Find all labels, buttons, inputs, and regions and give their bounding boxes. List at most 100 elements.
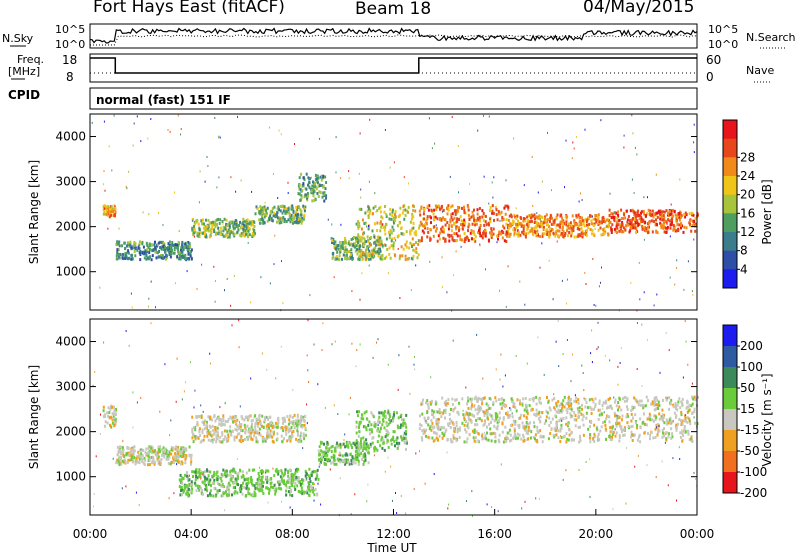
data-cell [145,254,148,257]
data-cell [675,428,678,432]
data-cell [358,426,360,429]
data-cell [246,218,249,222]
data-cell [156,451,159,455]
data-cell [271,207,274,211]
data-cell [158,450,161,454]
data-cell [254,414,257,418]
data-cell [645,229,648,233]
data-cell [226,438,229,442]
data-cell [102,405,105,409]
data-cell [253,220,255,224]
data-cell [415,251,418,254]
data-cell [615,418,618,422]
noise-cell [103,120,105,123]
data-cell [134,254,137,258]
data-cell [116,453,119,457]
data-cell [112,414,115,418]
data-cell [484,220,487,224]
data-cell [248,468,251,472]
data-cell [117,252,120,256]
data-cell [473,237,476,241]
data-cell [295,475,298,479]
data-cell [570,234,573,238]
data-cell [360,235,363,239]
data-cell [626,405,628,409]
station-title: Fort Hays East (fitACF) [93,0,285,17]
data-cell [364,456,367,460]
data-cell [553,435,556,439]
data-cell [418,226,420,230]
data-cell [497,419,500,423]
data-cell [173,460,176,464]
data-cell [630,409,633,412]
data-cell [323,191,326,195]
data-cell [393,236,396,240]
data-cell [168,240,171,244]
data-cell [165,257,167,261]
noise-cell [451,115,453,118]
data-cell [306,192,309,195]
data-cell [688,212,691,216]
data-cell [336,244,339,248]
data-cell [269,209,272,213]
data-cell [619,427,622,431]
noise-cell [460,245,462,248]
data-cell [238,439,241,443]
data-cell [566,407,569,411]
noise-cell [387,272,389,274]
data-cell [523,224,526,228]
data-cell [305,172,308,176]
noise-cell [492,196,494,199]
data-cell [618,439,621,443]
noise-cell [133,122,135,125]
data-cell [385,429,388,432]
data-cell [316,468,319,472]
data-cell [364,254,367,258]
data-cell [224,469,227,473]
data-cell [333,246,336,249]
data-cell [545,415,548,419]
data-cell [257,418,260,422]
data-cell [202,471,205,475]
data-cell [295,213,297,217]
data-cell [697,395,699,399]
data-cell [612,424,615,428]
data-cell [243,219,246,223]
data-cell [637,209,640,213]
data-cell [449,220,452,224]
data-cell [184,246,187,249]
noise-cell [175,282,176,285]
noise-cell [384,243,386,246]
data-cell [297,467,300,471]
data-cell [261,414,264,418]
data-cell [207,474,210,478]
data-cell [146,256,149,260]
noise-cell [369,118,371,121]
data-cell [358,447,361,450]
data-cell [626,399,628,403]
data-cell [207,415,210,419]
data-cell [576,227,579,231]
data-cell [287,474,290,478]
data-cell [302,478,305,482]
data-cell [555,223,558,227]
data-cell [617,401,620,404]
data-cell [680,222,683,226]
data-cell [364,251,367,255]
data-cell [510,215,513,219]
data-cell [281,218,284,222]
noise-cell [449,175,451,178]
freq-label-2: [MHz] [8,65,40,78]
data-cell [299,208,302,212]
data-cell [616,231,618,235]
data-cell [216,489,219,493]
data-cell [498,230,501,234]
data-cell [315,187,318,191]
data-cell [220,230,223,234]
data-cell [428,436,431,440]
data-cell [255,436,258,440]
data-cell [339,453,342,457]
data-cell [326,458,328,462]
data-cell [675,423,678,427]
data-cell [305,187,308,191]
